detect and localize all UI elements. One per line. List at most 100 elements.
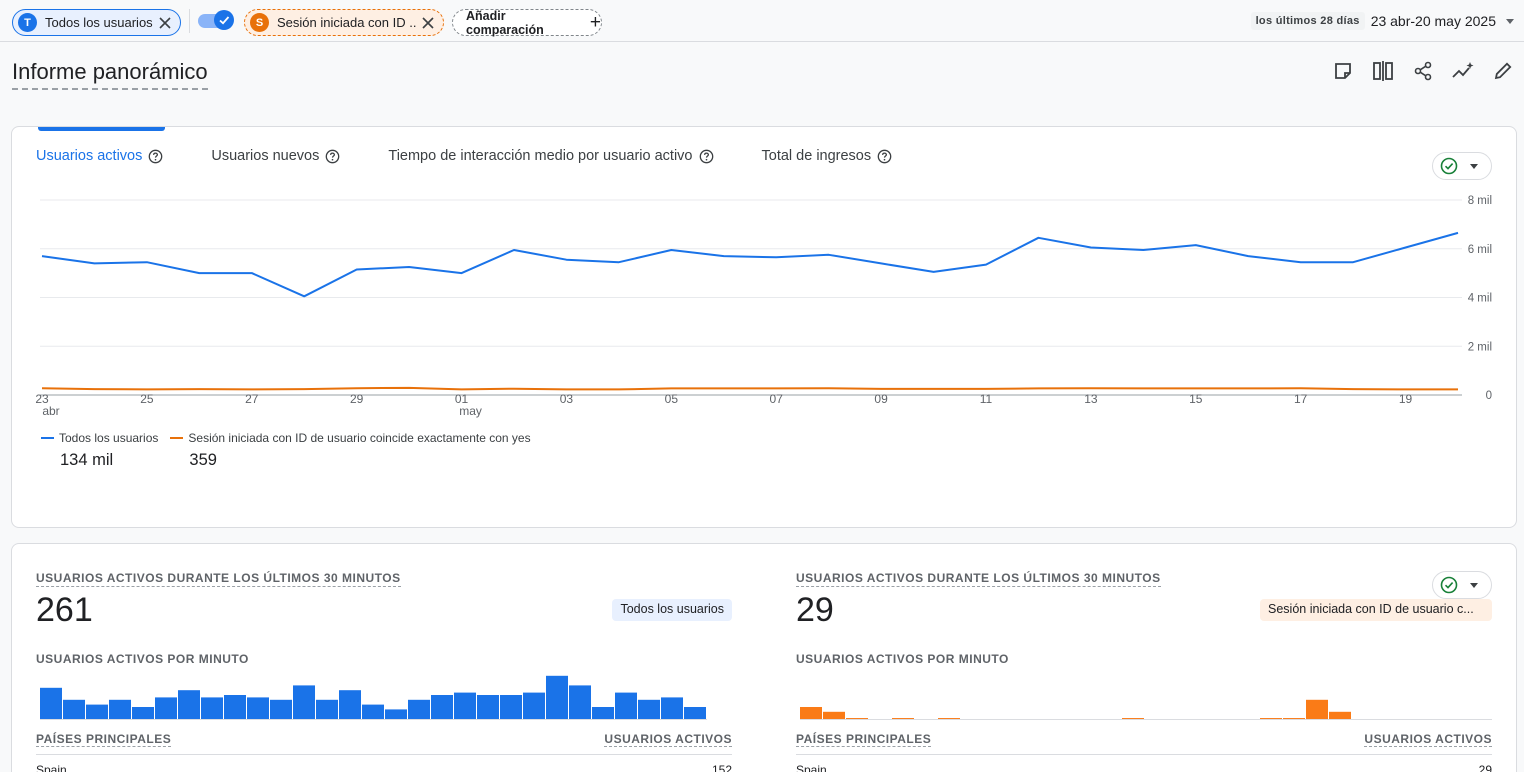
minute-bar[interactable] — [938, 718, 960, 719]
minute-bar[interactable] — [823, 711, 845, 719]
help-icon[interactable] — [699, 149, 714, 164]
date-range-picker[interactable]: los últimos 28 días 23 abr-20 may 2025 — [1250, 10, 1514, 32]
minute-bar[interactable] — [846, 718, 868, 719]
comparison-toggle[interactable] — [198, 10, 236, 32]
legend-item-all-users[interactable]: Todos los usuarios 134 mil — [41, 431, 158, 470]
page-title[interactable]: Informe panorámico — [12, 59, 208, 90]
minute-bar[interactable] — [500, 695, 522, 719]
minute-bar[interactable] — [1329, 711, 1351, 719]
minute-bar[interactable] — [892, 718, 914, 719]
minute-bar[interactable] — [615, 692, 637, 719]
divider — [36, 754, 732, 755]
minute-bar[interactable] — [293, 685, 315, 719]
help-icon[interactable] — [148, 149, 163, 164]
legend-item-segment[interactable]: Sesión iniciada con ID de usuario coinci… — [170, 431, 531, 470]
check-circle-icon — [1440, 576, 1458, 594]
edit-icon[interactable] — [1491, 59, 1514, 82]
close-icon[interactable] — [417, 12, 439, 34]
legend-swatch — [170, 437, 184, 439]
legend-total: 359 — [189, 451, 217, 469]
minute-bar[interactable] — [247, 697, 269, 719]
chevron-down-icon — [1470, 163, 1478, 169]
tab-engagement-time[interactable]: Tiempo de interacción medio por usuario … — [388, 148, 713, 164]
minute-bar[interactable] — [86, 704, 108, 719]
share-icon[interactable] — [1411, 59, 1434, 82]
x-tick-label: 11 — [980, 392, 993, 406]
comparison-chip-all-users[interactable]: T Todos los usuarios — [12, 9, 181, 36]
minute-bar[interactable] — [661, 697, 683, 719]
minute-bar[interactable] — [132, 707, 154, 719]
add-comparison-button[interactable]: Añadir comparación + — [452, 9, 602, 37]
country-name: Spain — [36, 763, 67, 772]
minute-bar[interactable] — [477, 695, 499, 719]
minute-bar[interactable] — [408, 699, 430, 719]
legend-label: Sesión iniciada con ID de usuario coinci… — [188, 431, 531, 445]
date-range-text: 23 abr-20 may 2025 — [1370, 13, 1496, 29]
plus-icon: + — [589, 12, 601, 33]
minute-bar[interactable] — [684, 707, 706, 719]
comparison-chip-segment[interactable]: S Sesión iniciada con ID ... — [244, 9, 444, 36]
tab-active-users[interactable]: Usuarios activos — [36, 148, 163, 164]
minute-bar[interactable] — [40, 687, 62, 719]
divider — [796, 754, 1492, 755]
minute-bar[interactable] — [638, 699, 660, 719]
realtime-heading[interactable]: USUARIOS ACTIVOS DURANTE LOS ÚLTIMOS 30 … — [796, 571, 1161, 587]
minute-bar[interactable] — [155, 697, 177, 719]
minute-bar[interactable] — [546, 675, 568, 719]
close-icon[interactable] — [154, 12, 176, 34]
minute-bar[interactable] — [109, 699, 131, 719]
minute-bar[interactable] — [316, 699, 338, 719]
series-line-all-users[interactable] — [41, 231, 1459, 298]
check-icon — [214, 10, 234, 30]
realtime-value: 29 — [796, 591, 834, 629]
tab-new-users[interactable]: Usuarios nuevos — [211, 148, 340, 164]
minute-bar[interactable] — [800, 707, 822, 719]
realtime-card: USUARIOS ACTIVOS DURANTE LOS ÚLTIMOS 30 … — [11, 543, 1517, 772]
minute-bar[interactable] — [339, 690, 361, 719]
insights-icon[interactable] — [1451, 59, 1474, 82]
minute-bar[interactable] — [569, 685, 591, 719]
minute-bar[interactable] — [431, 695, 453, 719]
minute-bar[interactable] — [270, 699, 292, 719]
minute-bar[interactable] — [224, 695, 246, 719]
table-row: Spain 152 — [36, 763, 732, 772]
realtime-heading[interactable]: USUARIOS ACTIVOS DURANTE LOS ÚLTIMOS 30 … — [36, 571, 401, 587]
col-header-country[interactable]: PAÍSES PRINCIPALES — [796, 732, 932, 747]
per-minute-label: USUARIOS ACTIVOS POR MINUTO — [796, 652, 1009, 666]
minute-bar[interactable] — [1283, 718, 1305, 719]
x-tick-label: 09 — [874, 392, 888, 406]
help-icon[interactable] — [325, 149, 340, 164]
x-tick-label: 19 — [1399, 392, 1413, 406]
x-tick-label: 13 — [1084, 392, 1098, 406]
minute-bar[interactable] — [592, 707, 614, 719]
col-header-country[interactable]: PAÍSES PRINCIPALES — [36, 732, 172, 747]
y-tick-label: 6 mil — [1468, 244, 1492, 256]
minute-bar[interactable] — [1306, 699, 1328, 719]
metric-tabs: Usuarios activos Usuarios nuevos Tiempo … — [36, 148, 892, 164]
col-header-active-users[interactable]: USUARIOS ACTIVOS — [604, 732, 732, 747]
series-line-segment[interactable] — [41, 386, 1458, 391]
minute-bar[interactable] — [1260, 718, 1282, 719]
y-tick-label: 0 — [1486, 390, 1492, 402]
tab-total-revenue[interactable]: Total de ingresos — [762, 148, 893, 164]
minute-bar[interactable] — [201, 697, 223, 719]
minute-bar[interactable] — [385, 709, 407, 719]
x-tick-label: 03 — [560, 392, 574, 406]
minute-bar[interactable] — [523, 692, 545, 719]
minute-bar[interactable] — [454, 692, 476, 719]
divider — [189, 9, 190, 33]
compare-icon[interactable] — [1371, 59, 1394, 82]
minute-bar[interactable] — [178, 690, 200, 719]
check-circle-icon — [1440, 157, 1458, 175]
segment-avatar: T — [18, 13, 37, 32]
segment-badge: Todos los usuarios — [612, 599, 732, 621]
minute-bar[interactable] — [1122, 718, 1144, 719]
minute-bar[interactable] — [63, 699, 85, 719]
x-tick-label: 29 — [350, 392, 364, 406]
note-icon[interactable] — [1331, 59, 1354, 82]
chart-options-dropdown[interactable] — [1432, 152, 1492, 180]
help-icon[interactable] — [877, 149, 892, 164]
col-header-active-users[interactable]: USUARIOS ACTIVOS — [1364, 732, 1492, 747]
realtime-options-dropdown[interactable] — [1432, 571, 1492, 599]
minute-bar[interactable] — [362, 704, 384, 719]
